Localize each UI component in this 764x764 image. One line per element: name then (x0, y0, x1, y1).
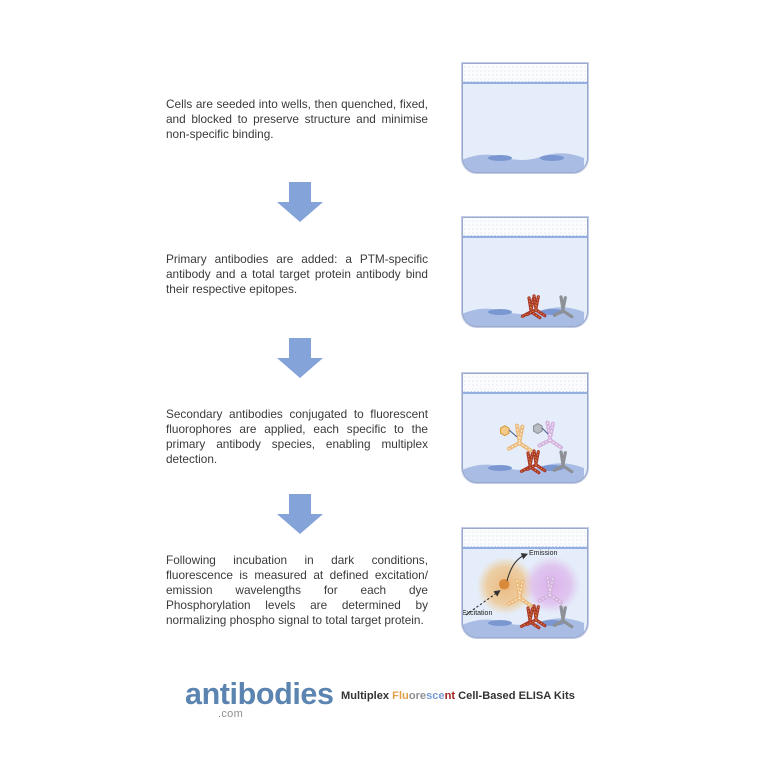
svg-text:Excitation: Excitation (462, 610, 492, 617)
svg-text:Emission: Emission (529, 550, 558, 557)
